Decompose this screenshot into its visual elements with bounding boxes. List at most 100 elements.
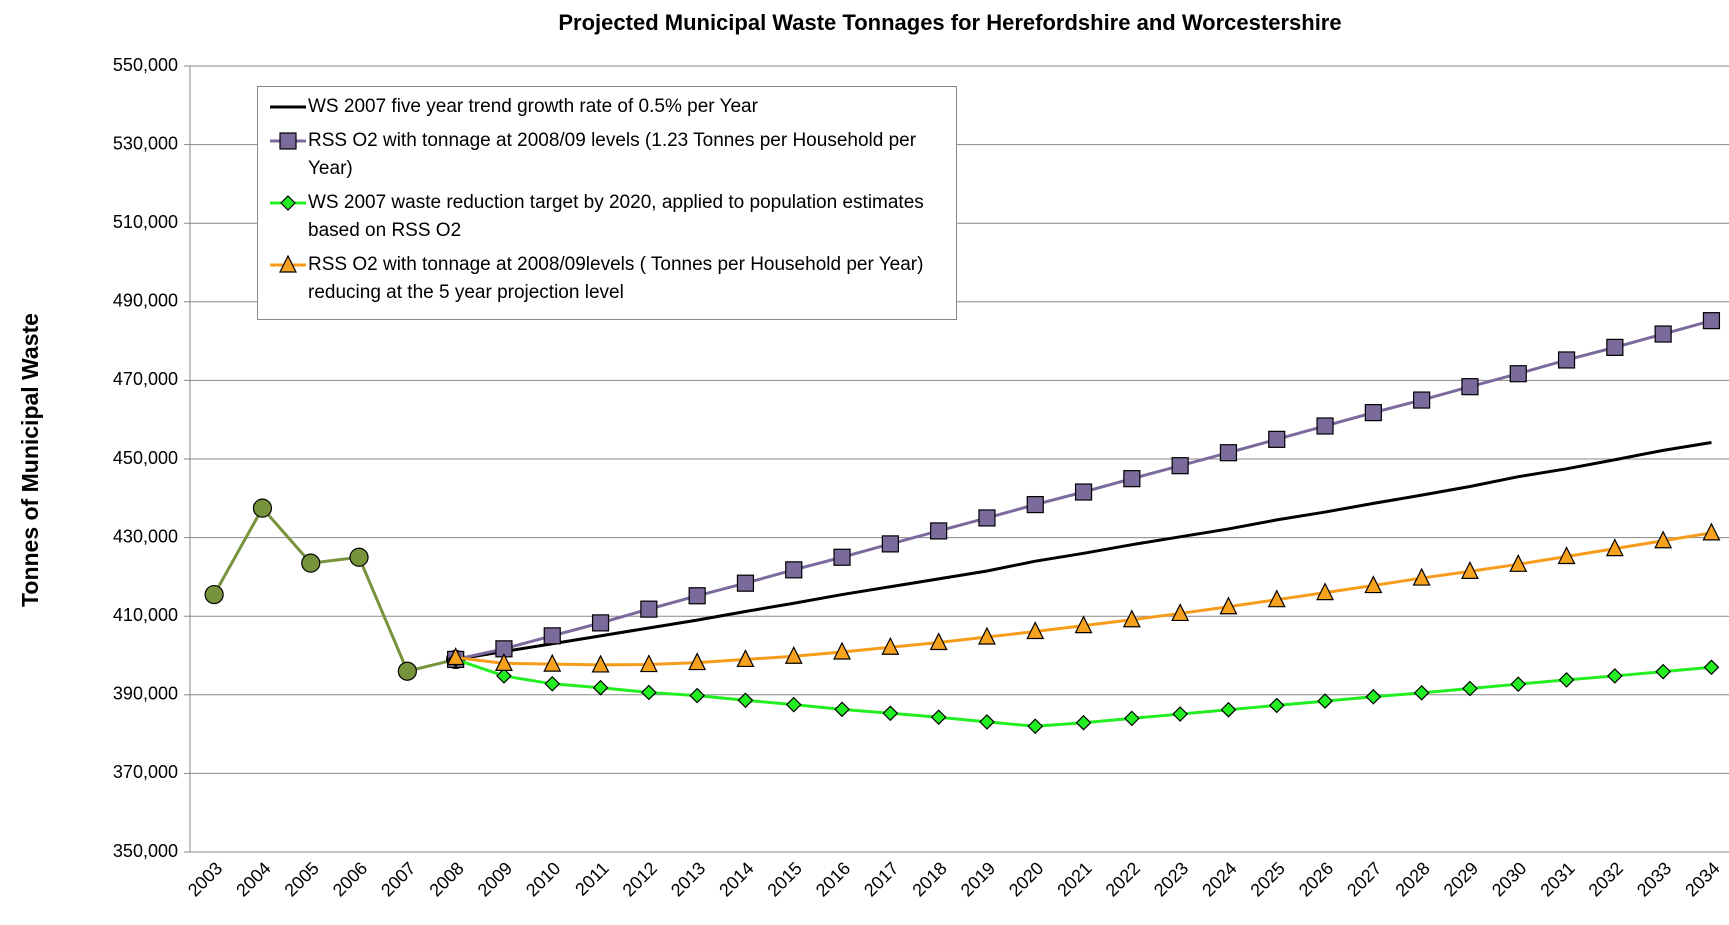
marker — [834, 701, 850, 718]
x-tick-label: 2003 — [184, 858, 226, 900]
x-tick-label: 2019 — [957, 858, 999, 900]
marker — [978, 509, 996, 527]
marker — [1074, 483, 1093, 501]
marker — [1317, 693, 1333, 709]
marker — [1171, 457, 1189, 475]
x-tick-label: 2020 — [1005, 858, 1047, 900]
y-tick-label: 370,000 — [113, 762, 178, 782]
x-tick-label: 2011 — [571, 858, 613, 900]
y-tick-label: 530,000 — [113, 133, 178, 153]
y-tick-label: 450,000 — [113, 448, 178, 468]
marker — [1123, 470, 1141, 488]
marker — [349, 547, 369, 567]
marker — [1122, 609, 1141, 628]
marker — [1509, 365, 1527, 383]
marker — [543, 653, 562, 672]
legend-swatch — [270, 255, 306, 273]
series-line — [455, 441, 1712, 661]
x-tick-label: 2027 — [1343, 858, 1385, 900]
x-tick-label: 2023 — [1150, 858, 1192, 900]
legend-label: WS 2007 waste reduction target by 2020, … — [308, 192, 924, 241]
marker — [1267, 589, 1286, 608]
marker — [592, 679, 609, 696]
marker — [977, 626, 996, 645]
x-tick-label: 2033 — [1633, 858, 1675, 900]
marker — [640, 600, 658, 618]
y-tick-label: 510,000 — [113, 212, 178, 232]
x-tick-label: 2006 — [329, 858, 371, 900]
marker — [544, 675, 561, 692]
x-tick-label: 2032 — [1585, 858, 1627, 900]
marker — [930, 709, 947, 726]
marker — [1460, 561, 1479, 579]
marker — [688, 652, 707, 671]
marker — [1219, 444, 1238, 462]
y-tick-label: 550,000 — [113, 55, 178, 75]
x-tick-label: 2031 — [1536, 858, 1578, 900]
marker — [1268, 430, 1286, 448]
marker — [446, 647, 465, 666]
legend-label: RSS O2 with tonnage at 2008/09levels ( T… — [308, 254, 924, 303]
x-tick-label: 2017 — [860, 858, 902, 900]
x-tick-label: 2018 — [908, 858, 950, 900]
marker — [1607, 668, 1623, 684]
legend-swatch — [270, 132, 306, 150]
marker — [496, 668, 512, 684]
x-tick-label: 2021 — [1053, 858, 1095, 900]
marker — [1509, 553, 1528, 572]
marker — [1412, 567, 1431, 586]
marker — [882, 705, 899, 722]
marker — [1655, 663, 1671, 680]
marker — [1654, 325, 1672, 343]
marker — [881, 636, 900, 655]
marker — [279, 255, 297, 273]
x-tick-label: 2014 — [715, 858, 757, 900]
x-tick-label: 2022 — [1102, 858, 1144, 900]
y-tick-label: 390,000 — [113, 684, 178, 704]
marker — [929, 632, 948, 651]
marker — [1510, 676, 1527, 693]
marker — [1606, 338, 1624, 356]
x-tick-label: 2029 — [1440, 858, 1482, 900]
marker — [1219, 596, 1238, 615]
marker — [641, 684, 657, 701]
x-tick-label: 2007 — [377, 858, 419, 900]
marker — [1702, 312, 1721, 330]
marker — [301, 553, 321, 573]
marker — [591, 654, 610, 673]
x-tick-label: 2024 — [1198, 858, 1240, 900]
chart-title: Projected Municipal Waste Tonnages for H… — [558, 10, 1341, 35]
marker — [1074, 615, 1093, 634]
legend: WS 2007 five year trend growth rate of 0… — [257, 86, 957, 320]
x-tick-label: 2016 — [812, 858, 854, 900]
marker — [736, 574, 755, 592]
marker — [1316, 582, 1335, 601]
y-tick-label: 350,000 — [113, 841, 178, 861]
marker — [1461, 378, 1479, 396]
legend-swatch — [270, 105, 306, 109]
marker — [1172, 706, 1188, 722]
marker — [1703, 659, 1720, 676]
marker — [833, 641, 852, 660]
marker — [280, 195, 296, 211]
legend-label: WS 2007 five year trend growth rate of 0… — [308, 96, 758, 117]
marker — [591, 614, 610, 632]
marker — [204, 584, 224, 605]
marker — [1316, 417, 1334, 435]
marker — [494, 653, 513, 671]
marker — [1365, 688, 1382, 705]
x-tick-label: 2030 — [1488, 858, 1530, 900]
x-tick-label: 2015 — [763, 858, 805, 900]
marker — [1557, 546, 1576, 565]
marker — [1364, 404, 1382, 422]
marker — [1171, 603, 1190, 622]
x-tick-label: 2005 — [280, 858, 322, 900]
marker — [688, 587, 706, 605]
marker — [881, 535, 899, 553]
marker — [1654, 530, 1673, 549]
marker — [1702, 522, 1721, 541]
y-tick-label: 410,000 — [113, 605, 178, 625]
marker — [1364, 575, 1383, 594]
